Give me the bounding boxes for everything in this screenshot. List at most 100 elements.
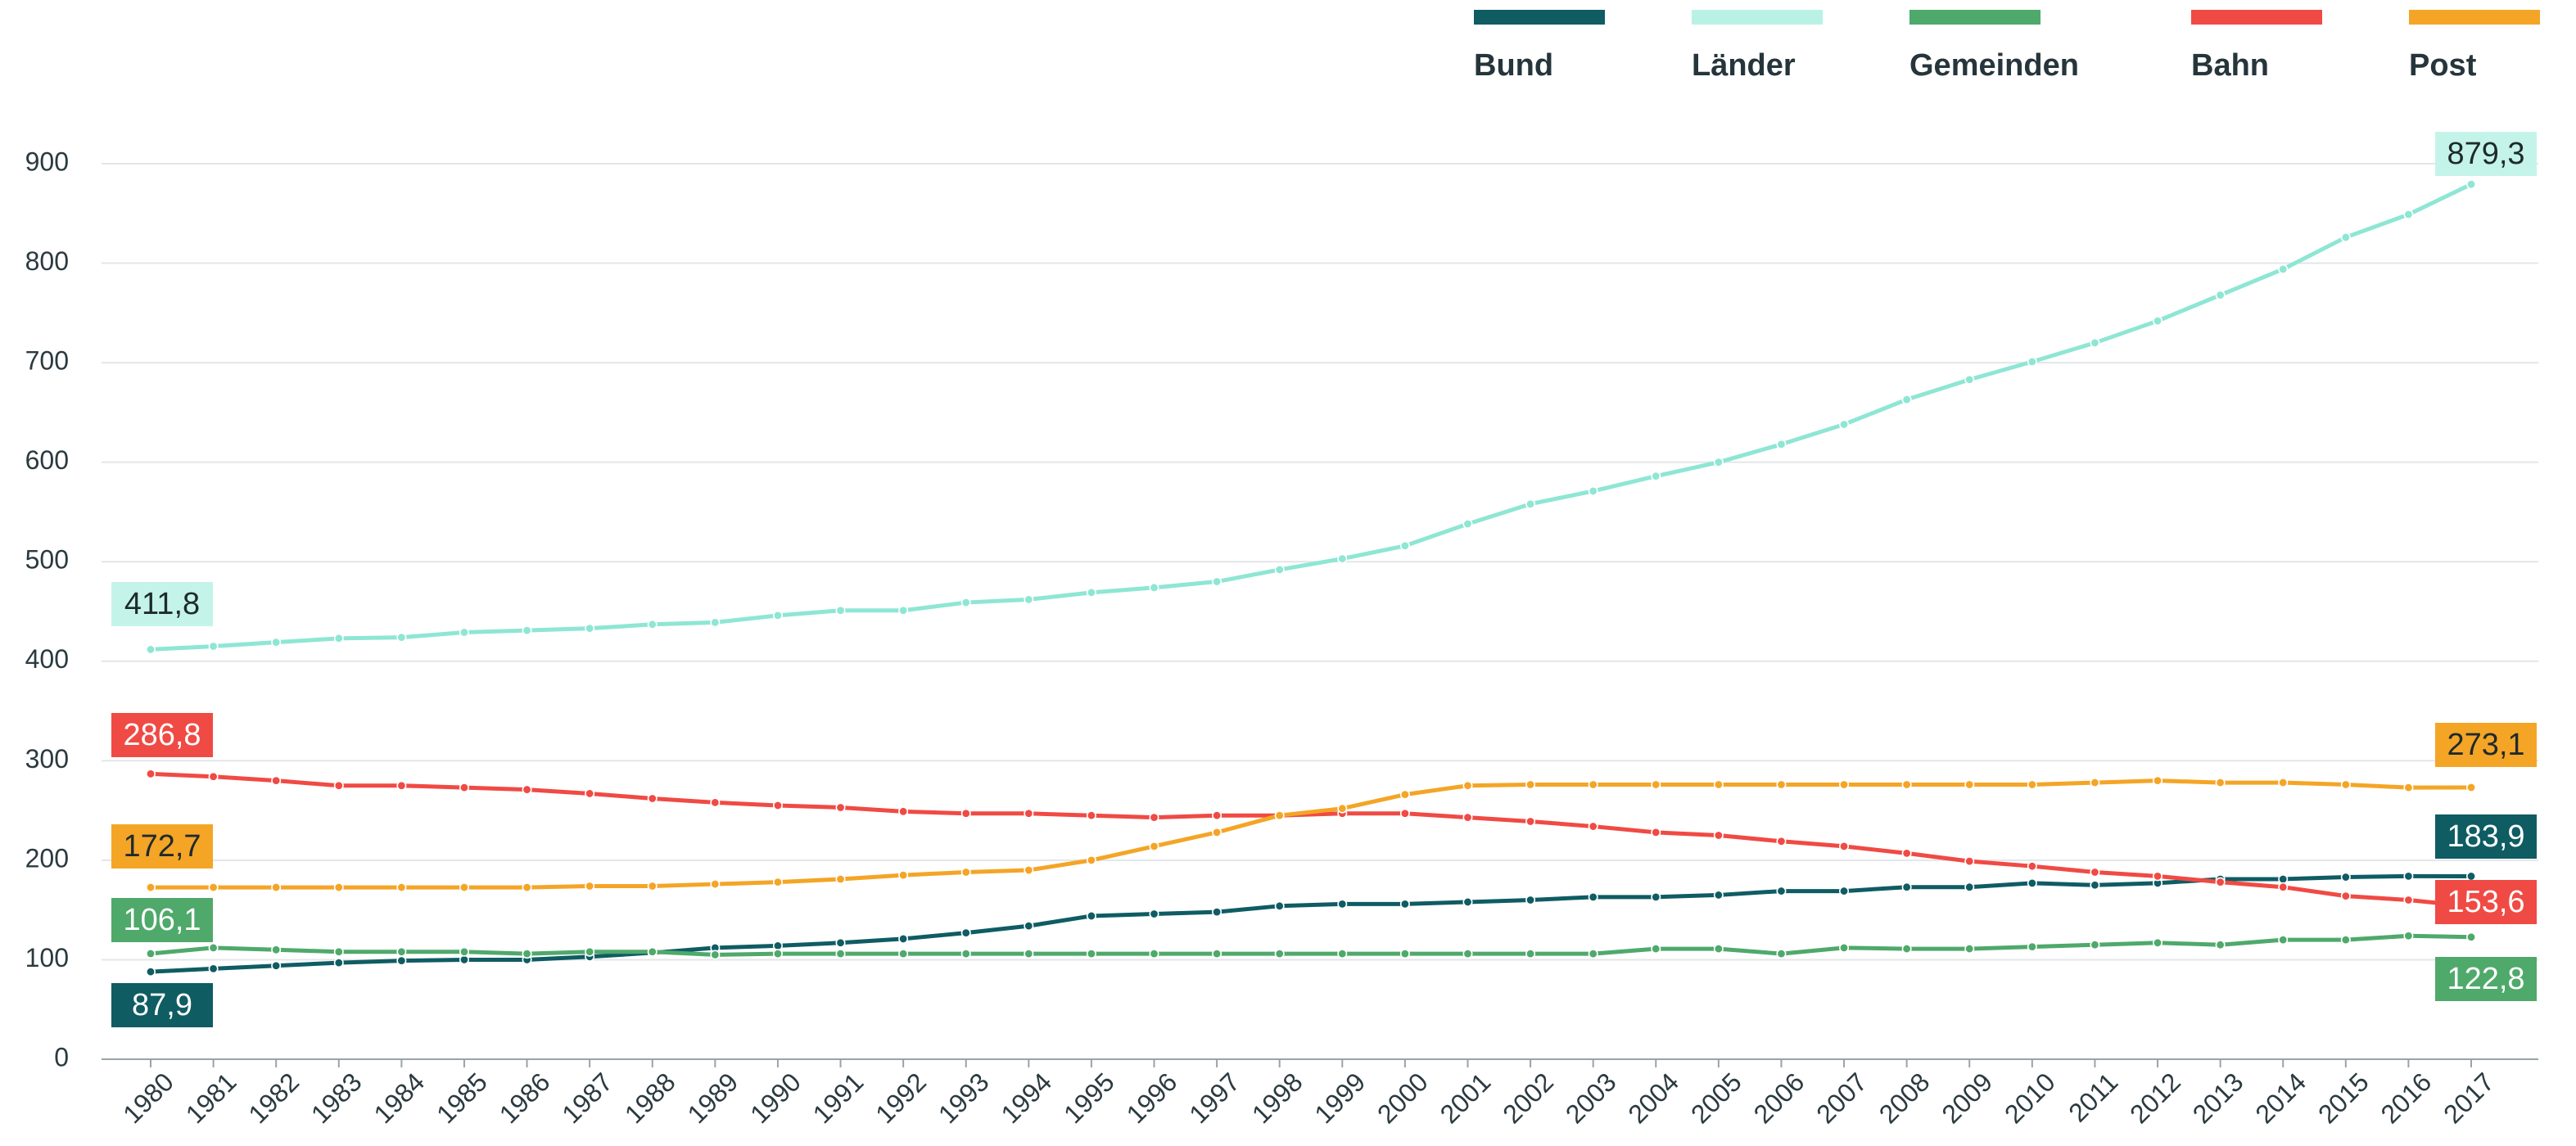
data-point [2403,783,2414,793]
data-point [2153,871,2163,882]
y-tick-label: 300 [25,744,69,774]
data-point [1588,949,1598,959]
value-label-text: 879,3 [2447,137,2524,171]
value-label-text: 172,7 [123,829,201,864]
data-point [2403,209,2414,219]
data-point [1399,899,1410,909]
x-tick-label: 2006 [1748,1067,1810,1129]
data-point [1713,457,1724,467]
x-tick-label: 2016 [2375,1067,2438,1129]
data-point [1274,564,1285,575]
y-tick-label: 500 [25,545,69,575]
data-point [2340,872,2351,882]
x-tick-label: 2003 [1560,1067,1622,1129]
data-point [585,881,595,891]
data-point [772,801,783,811]
data-point [1776,949,1787,959]
data-point [647,793,658,804]
series-line [150,182,2473,652]
data-point [1337,553,1348,564]
data-point [1839,779,1850,790]
data-point [1776,439,1787,449]
value-label-text: 106,1 [123,903,201,937]
data-point [146,949,156,959]
data-point [522,949,532,959]
data-point [710,879,721,890]
value-label-text: 87,9 [132,988,192,1022]
data-point [1901,848,1912,859]
x-tick-label: 1984 [368,1067,431,1129]
data-point [710,950,721,960]
data-point [459,882,469,893]
data-point [459,627,469,638]
x-tick-label: 1999 [1308,1067,1371,1129]
data-point [1086,855,1096,865]
value-label-box [2435,132,2537,176]
data-point [2466,783,2477,793]
value-label: 172,7 [111,824,213,869]
data-point [960,598,971,608]
data-point [396,882,407,893]
legend-label: Bahn [2191,48,2269,83]
x-tick-label: 1985 [431,1067,493,1129]
data-point [1337,899,1348,909]
data-point [1776,779,1787,790]
x-tick-label: 1992 [870,1067,932,1129]
data-point [333,633,344,643]
data-point [1399,540,1410,551]
data-point [1212,576,1222,587]
data-point [1149,949,1159,959]
data-point [772,877,783,887]
data-point [2153,937,2163,948]
data-point [1839,886,1850,896]
data-point [208,963,219,974]
data-point [208,771,219,782]
x-tick-label: 1994 [995,1067,1057,1129]
data-point [2278,935,2289,945]
data-point [1525,949,1536,959]
series-line [150,771,2472,909]
x-tick-label: 2001 [1435,1067,1497,1129]
data-point [1399,808,1410,819]
value-label-box [2435,723,2537,767]
x-tick-label: 2014 [2249,1067,2312,1129]
data-point [1839,841,1850,851]
data-point [898,870,909,881]
x-tick-label: 2009 [1936,1067,1998,1129]
x-tick-label: 1981 [180,1067,242,1129]
y-tick-label: 900 [25,147,69,176]
data-point [146,644,156,655]
data-point [2027,861,2037,872]
data-point [271,960,282,971]
data-point [1651,471,1661,481]
data-point [2278,778,2289,788]
data-point [1274,949,1285,959]
data-point [1212,907,1222,918]
value-label: 183,9 [2435,814,2537,859]
value-label: 122,8 [2435,957,2537,1001]
data-point [396,955,407,966]
data-point [835,605,846,616]
data-point [1024,865,1034,876]
data-point [960,808,971,819]
x-tick-label: 2017 [2438,1067,2500,1129]
x-tick-label: 2010 [1999,1067,2061,1129]
x-tick-label: 1996 [1121,1067,1183,1129]
data-point [2090,940,2100,950]
data-point [647,881,658,891]
data-point [271,637,282,647]
data-point [2278,882,2289,892]
data-point [1901,882,1912,892]
value-label-box [111,582,213,626]
data-point [271,945,282,955]
y-tick-label: 700 [25,346,69,376]
data-point [333,882,344,893]
data-point [1024,949,1034,959]
data-point [1337,803,1348,814]
data-point [585,946,595,957]
data-point [2403,931,2414,941]
value-label-text: 286,8 [123,718,201,752]
value-label-box [111,713,213,757]
data-point [1964,374,1975,385]
value-label-box [2435,880,2537,924]
